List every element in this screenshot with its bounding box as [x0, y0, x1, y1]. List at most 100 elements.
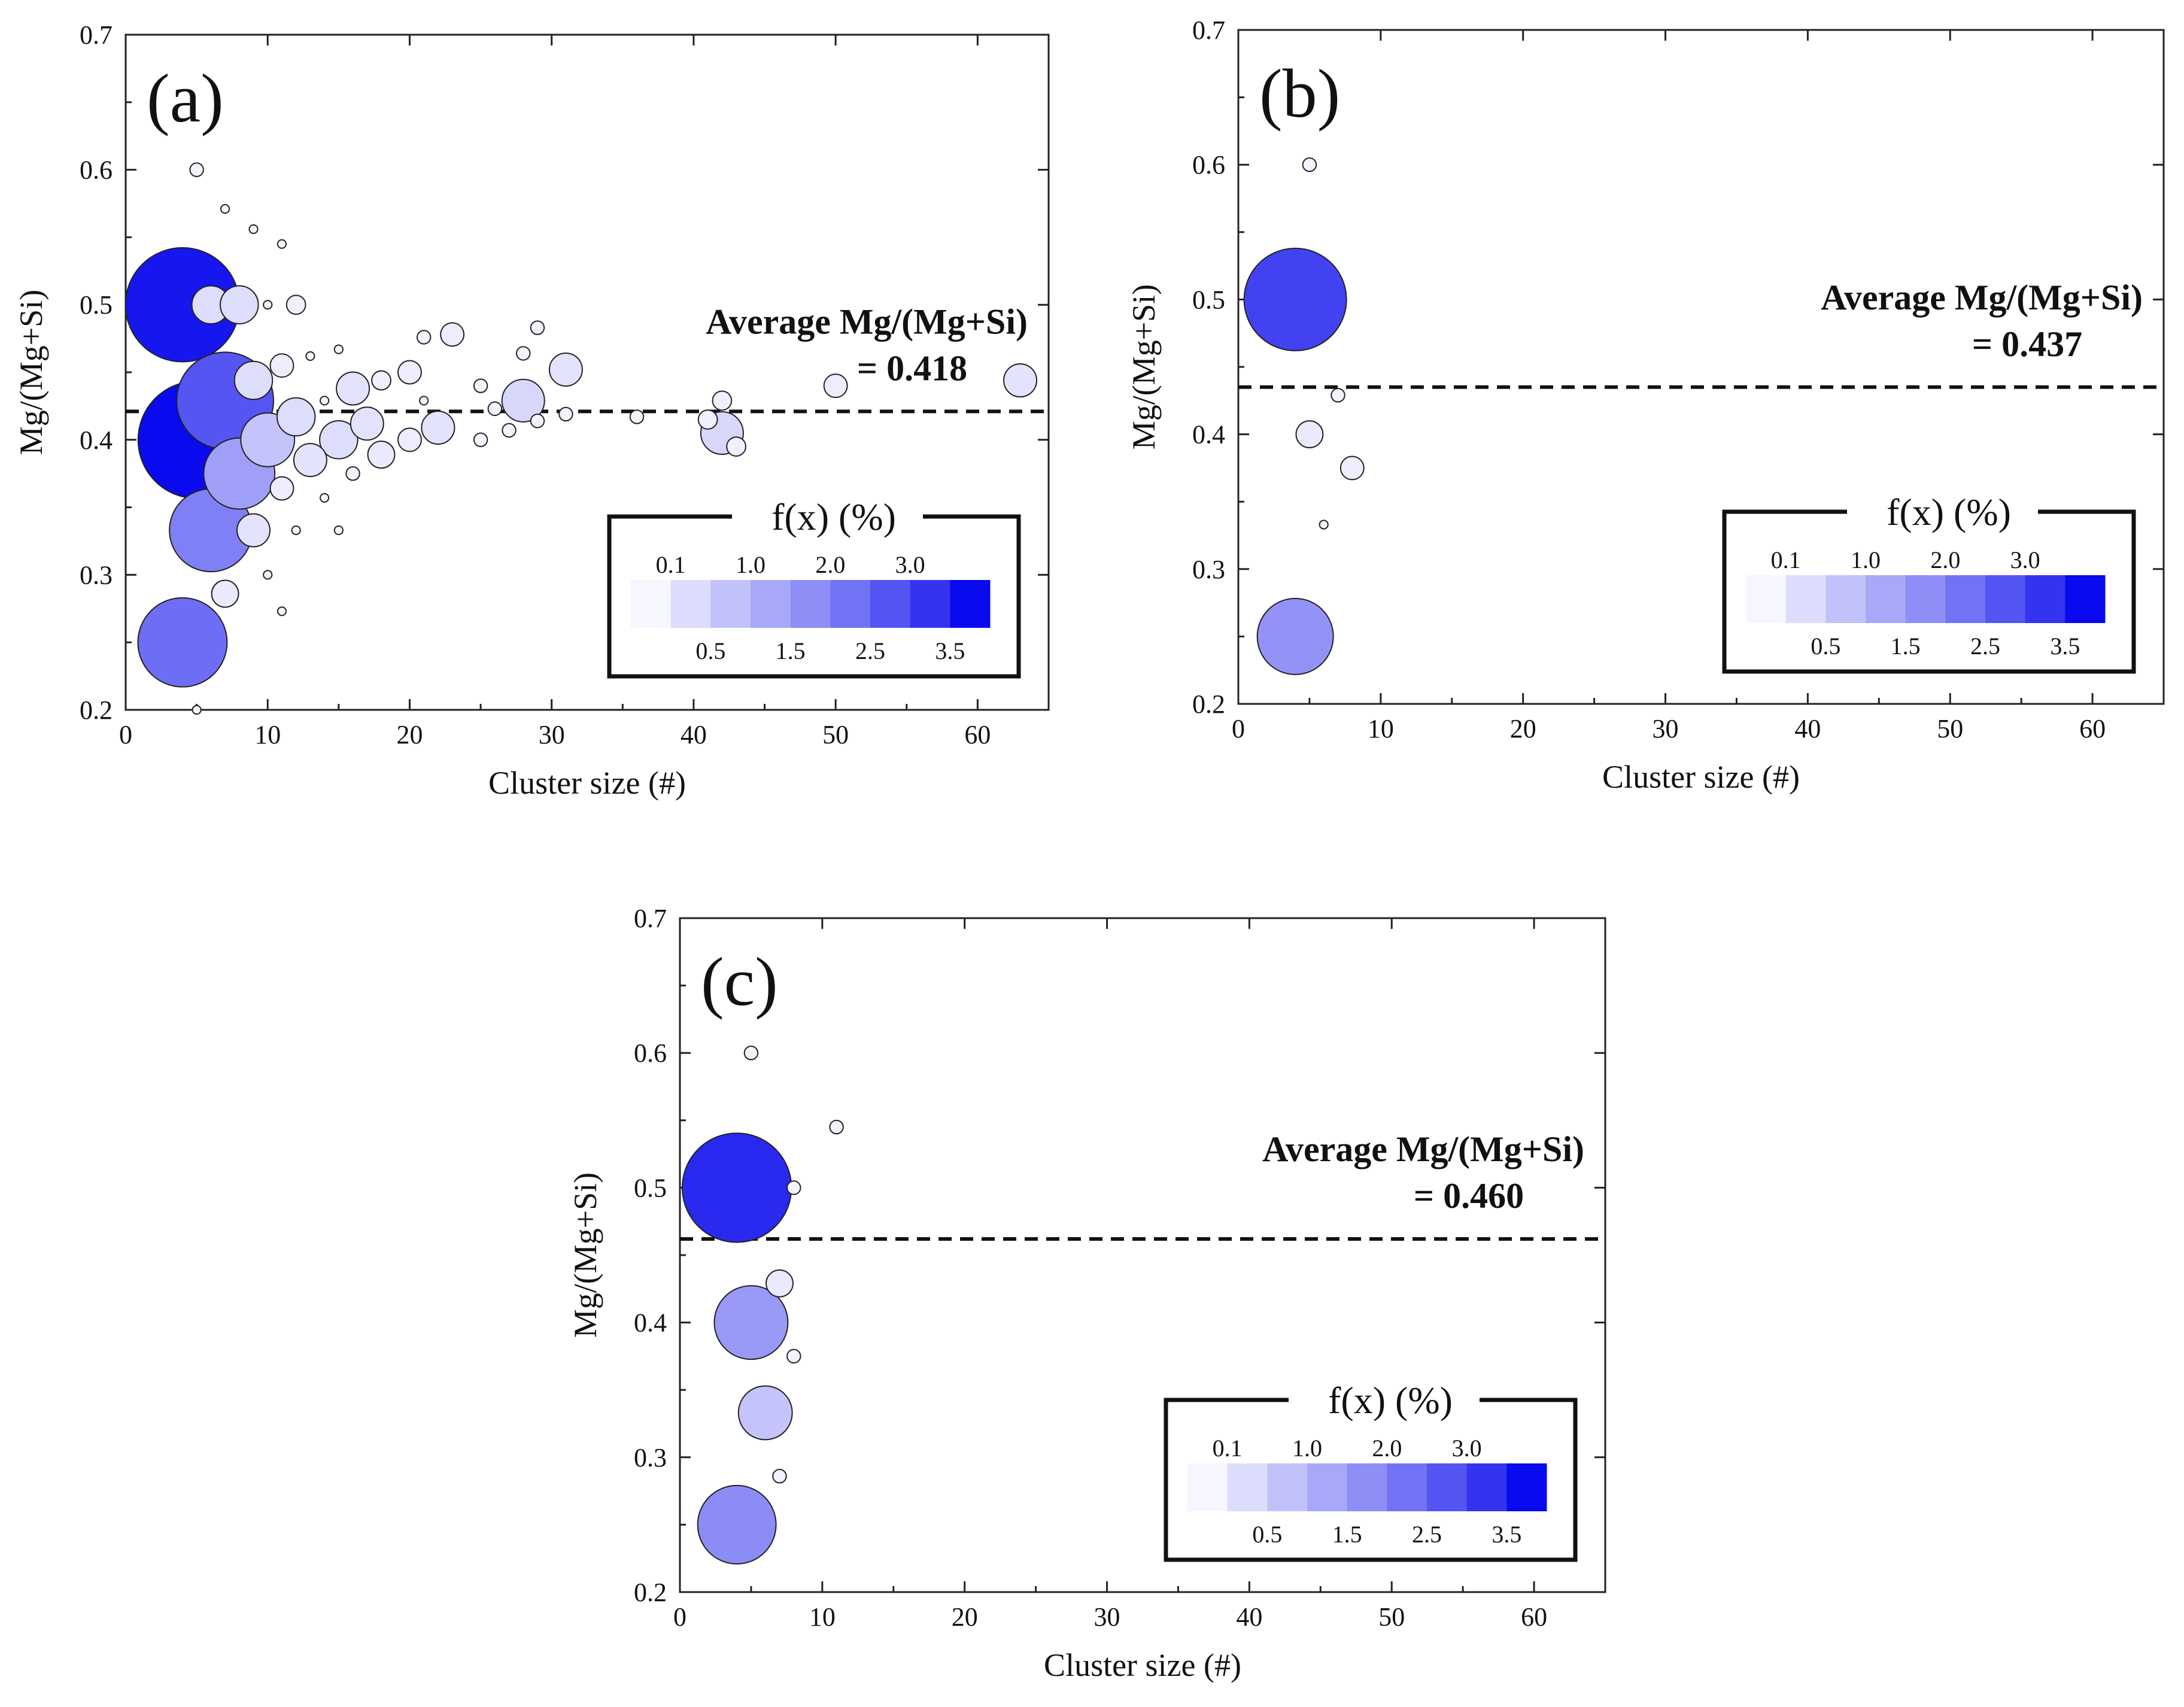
average-value: = 0.418: [857, 348, 967, 388]
legend-bottom-label: 2.5: [855, 637, 885, 664]
data-bubble: [345, 466, 360, 481]
legend-top-label: 1.0: [736, 551, 766, 578]
data-bubble: [371, 370, 391, 391]
x-tick-label: 50: [1937, 714, 1963, 743]
data-bubble: [320, 396, 330, 406]
x-tick-label: 60: [2079, 714, 2106, 743]
x-tick-label: 40: [681, 720, 707, 749]
legend-color-swatch: [1506, 1463, 1547, 1511]
data-bubble: [263, 300, 273, 310]
legend-color-swatch: [1785, 575, 1826, 623]
data-bubble: [681, 1132, 792, 1243]
data-bubble: [1339, 455, 1365, 481]
legend-color-swatch: [1387, 1463, 1427, 1511]
x-tick-label: 20: [952, 1602, 978, 1632]
y-tick-label: 0.7: [1192, 16, 1225, 45]
legend-bottom-label: 2.5: [1970, 633, 2000, 660]
x-tick-label: 10: [254, 720, 281, 749]
legend-bottom-label: 1.5: [776, 637, 806, 664]
legend-bottom-label: 0.5: [1252, 1521, 1282, 1548]
panel-label: (b): [1259, 56, 1340, 132]
data-bubble: [220, 285, 259, 324]
data-bubble: [397, 360, 422, 385]
legend-top-label: 0.1: [1213, 1435, 1243, 1462]
data-bubble: [501, 378, 545, 423]
data-bubble: [548, 352, 583, 387]
x-tick-label: 10: [809, 1602, 836, 1632]
legend-title: f(x) (%): [1328, 1379, 1453, 1422]
data-bubble: [305, 351, 315, 362]
data-bubble: [1256, 597, 1334, 675]
y-axis-title: Mg/(Mg+Si): [1126, 284, 1162, 450]
average-label: Average Mg/(Mg+Si): [706, 302, 1028, 341]
legend-color-swatch: [1427, 1463, 1468, 1511]
panel-label: (c): [701, 944, 778, 1020]
legend-bottom-label: 1.5: [1891, 633, 1921, 660]
data-bubble: [367, 441, 396, 469]
data-bubble: [829, 1119, 844, 1135]
y-axis-title: Mg/(Mg+Si): [567, 1173, 603, 1338]
data-bubble: [319, 420, 359, 460]
x-tick-label: 60: [1521, 1602, 1547, 1632]
x-tick-label: 30: [539, 720, 565, 749]
data-bubble: [530, 413, 545, 429]
legend-bottom-label: 0.5: [695, 637, 725, 664]
y-tick-label: 0.3: [1192, 555, 1225, 584]
legend-bottom-label: 3.5: [1492, 1521, 1521, 1548]
x-tick-label: 40: [1236, 1602, 1262, 1632]
average-value: = 0.437: [1972, 324, 2082, 364]
legend-bottom-label: 1.5: [1332, 1521, 1362, 1548]
data-bubble: [530, 320, 545, 335]
data-bubble: [713, 1285, 789, 1360]
data-bubble: [558, 406, 573, 422]
data-bubble: [743, 1045, 759, 1061]
legend-color-swatch: [1466, 1463, 1507, 1511]
x-axis-title: Cluster size (#): [1044, 1647, 1241, 1683]
data-bubble: [137, 597, 228, 688]
legend-top-label: 2.0: [1930, 546, 1960, 573]
data-bubble: [629, 409, 645, 424]
data-bubble: [320, 493, 330, 503]
legend-color-swatch: [910, 580, 950, 628]
legend-color-swatch: [1905, 575, 1946, 623]
data-bubble: [712, 390, 733, 411]
legend-color-swatch: [1347, 1463, 1387, 1511]
data-bubble: [823, 373, 848, 399]
y-tick-label: 0.2: [634, 1578, 667, 1607]
legend-color-swatch: [830, 580, 871, 628]
data-bubble: [1302, 157, 1317, 172]
y-tick-label: 0.3: [634, 1443, 667, 1472]
data-bubble: [350, 406, 384, 441]
data-bubble: [1295, 420, 1324, 449]
data-bubble: [786, 1180, 801, 1195]
data-bubble: [189, 162, 204, 177]
chart-panel-0: 0 10 20 30 40 50 60 0.2 0.3 0.4 0.5 0.6 0.7 Cluster s…: [13, 20, 1050, 801]
data-bubble: [269, 353, 294, 378]
data-bubble: [487, 401, 503, 417]
y-tick-label: 0.2: [1192, 690, 1225, 719]
x-tick-label: 10: [1368, 714, 1394, 743]
legend-top-label: 3.0: [2010, 546, 2040, 573]
legend-color-swatch: [1746, 575, 1787, 623]
legend-frame: [1722, 509, 2136, 674]
y-tick-label: 0.5: [1192, 285, 1225, 314]
chart-panel-1: 0 10 20 30 40 50 60 0.2 0.3 0.4 0.5 0.6 0.7 Cluster s…: [1126, 16, 2165, 795]
legend-top-label: 2.0: [1372, 1435, 1402, 1462]
x-tick-label: 50: [822, 720, 849, 749]
data-bubble: [397, 427, 422, 452]
data-bubble: [211, 579, 239, 608]
data-bubble: [502, 423, 517, 438]
y-tick-label: 0.5: [80, 290, 113, 320]
x-axis-title: Cluster size (#): [488, 765, 686, 801]
legend-color-swatch: [950, 580, 991, 628]
legend-top-label: 0.1: [656, 551, 686, 578]
data-bubble: [766, 1269, 794, 1298]
legend-color-swatch: [790, 580, 831, 628]
data-bubble: [263, 570, 273, 580]
legend-title: f(x) (%): [1887, 491, 2011, 533]
legend-top-label: 2.0: [815, 551, 845, 578]
data-bubble: [786, 1348, 801, 1364]
legend-top-label: 1.0: [1851, 546, 1881, 573]
data-bubble: [192, 704, 202, 715]
data-bubble: [697, 409, 718, 430]
